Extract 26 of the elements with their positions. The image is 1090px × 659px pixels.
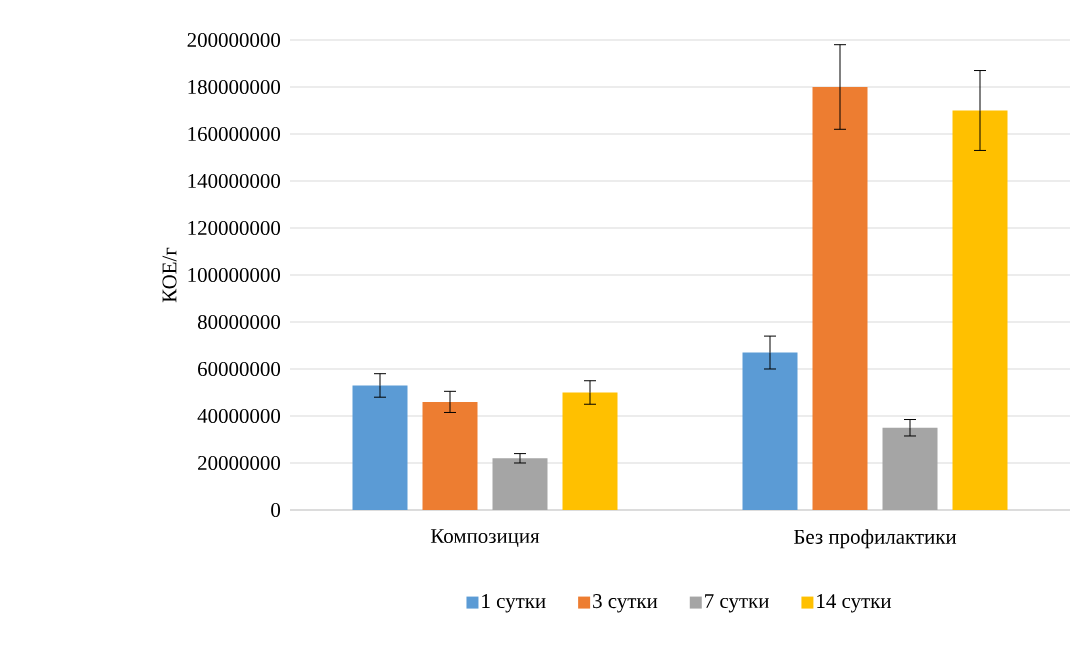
y-tick-label: 60000000	[198, 361, 281, 377]
legend-label: 1 сутки	[482, 594, 546, 613]
y-tick-label: 140000000	[188, 173, 281, 189]
y-tick-label: 120000000	[188, 220, 281, 236]
bar	[562, 392, 618, 510]
y-tick-label: 20000000	[198, 455, 281, 471]
bar	[422, 401, 478, 510]
y-tick-label: 160000000	[188, 126, 281, 142]
y-tick-label: 80000000	[197, 314, 281, 330]
x-tick-label: Композиция	[430, 529, 540, 547]
legend-label: 7 сутки	[705, 594, 769, 613]
y-tick-label: 0	[271, 502, 281, 518]
y-tick-label: 200000000	[187, 32, 281, 48]
y-tick-label: 180000000	[188, 79, 281, 95]
y-tick-label: 100000000	[188, 267, 281, 283]
bar	[952, 110, 1008, 510]
bar	[812, 86, 868, 510]
bar	[492, 458, 548, 510]
y-axis-title: КОЕ/г	[162, 247, 177, 303]
bar	[882, 427, 938, 510]
legend-label: 14 сутки	[817, 594, 892, 613]
y-tick-label: 40000000	[197, 408, 281, 424]
legend-label: 3 сутки	[593, 594, 658, 613]
bar	[742, 352, 798, 510]
x-tick-label: Без профилактики	[794, 529, 957, 549]
bar	[352, 385, 408, 510]
